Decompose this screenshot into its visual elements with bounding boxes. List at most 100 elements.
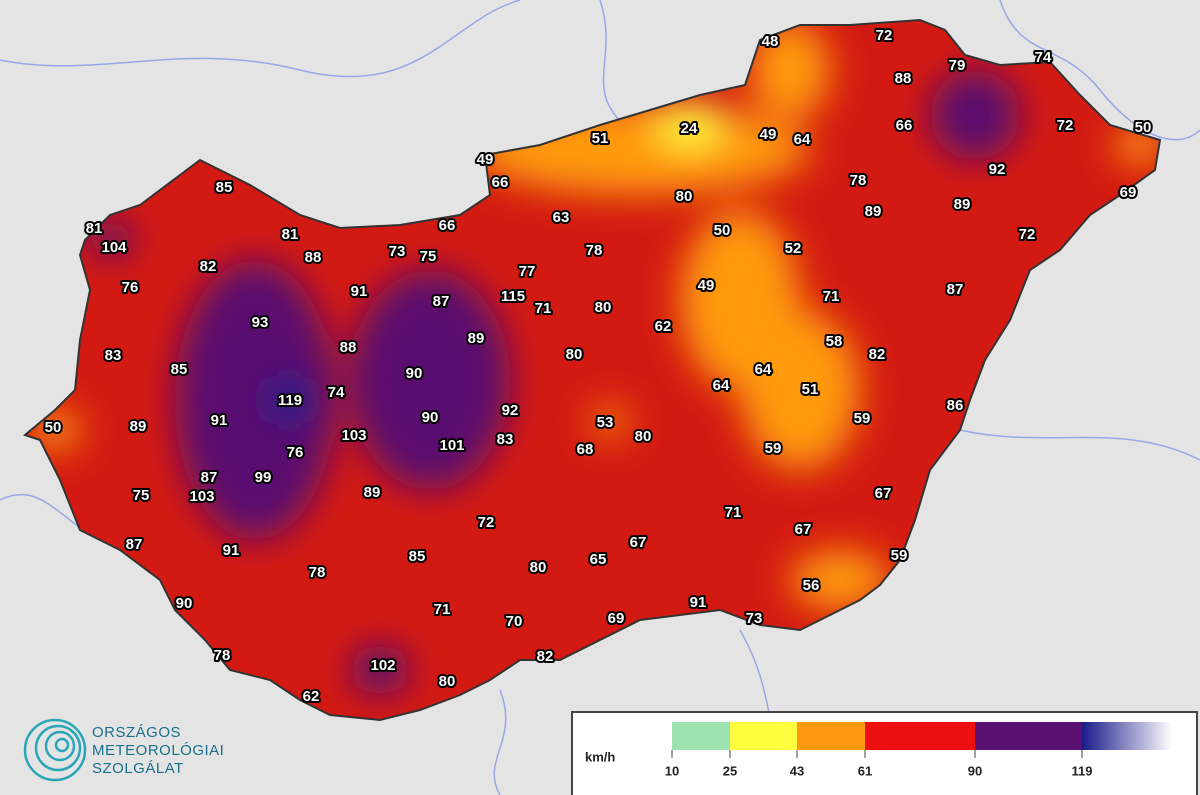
station-value: 59 [765,440,782,457]
station-value: 50 [45,419,62,436]
logo-line: METEOROLÓGIAI [92,742,224,759]
station-value: 78 [214,647,231,664]
station-value: 49 [477,151,494,168]
logo-line: SZOLGÁLAT [92,760,184,777]
station-value: 63 [553,209,570,226]
station-value: 49 [760,126,777,143]
station-value: 80 [635,428,652,445]
station-value: 71 [434,601,451,618]
station-value: 81 [282,226,299,243]
logo: ORSZÁGOS METEOROLÓGIAI SZOLGÁLAT [23,718,224,782]
station-value: 52 [785,240,802,257]
legend-unit: km/h [585,749,615,764]
legend-tick-label: 119 [1072,763,1093,778]
station-value: 67 [795,521,812,538]
station-value: 69 [1120,184,1137,201]
station-value: 104 [101,239,127,256]
station-value: 50 [1135,119,1152,136]
station-value: 79 [949,57,966,74]
station-value: 69 [608,610,625,627]
station-value: 82 [537,648,554,665]
station-value: 90 [176,595,193,612]
station-value: 88 [305,249,322,266]
station-value: 82 [200,258,217,275]
station-value: 119 [278,392,302,409]
station-value: 68 [577,441,594,458]
station-value: 71 [725,504,742,521]
station-value: 75 [133,487,150,504]
station-value: 56 [803,577,820,594]
station-value: 65 [590,551,607,568]
legend-color [865,722,975,750]
station-value: 70 [506,613,523,630]
station-labels: 48 72 74 79 88 51 24 49 64 66 72 50 49 66 80 78 92 89 89 69… [43,25,1154,707]
station-value: 90 [422,409,439,426]
legend-scale: 10 25 43 61 90 119 [665,722,1172,778]
legend-tick-label: 25 [723,763,737,778]
station-value: 71 [823,288,840,305]
station-value: 91 [211,412,228,429]
legend-color [975,722,1082,750]
legend-tick-label: 43 [790,763,804,778]
station-value: 81 [86,220,103,237]
station-value: 89 [364,484,381,501]
legend-color [672,722,730,750]
station-value: 74 [1035,49,1052,66]
station-value: 75 [420,248,437,265]
station-value: 53 [597,414,614,431]
station-value: 72 [1057,117,1074,134]
station-value: 89 [130,418,147,435]
station-value: 71 [535,300,552,317]
station-value: 80 [439,673,456,690]
station-value: 89 [865,203,882,220]
legend-tick-label: 61 [858,763,872,778]
logo-line: ORSZÁGOS [92,724,181,741]
station-value: 93 [252,314,269,331]
station-value: 92 [502,402,519,419]
station-value: 85 [216,179,233,196]
station-value: 90 [406,365,423,382]
station-value: 85 [409,548,426,565]
station-value: 80 [676,188,693,205]
station-value: 78 [586,242,603,259]
station-value: 59 [891,547,908,564]
station-value: 87 [433,293,450,310]
station-value: 64 [713,377,730,394]
station-value: 101 [439,437,464,454]
station-value: 83 [105,347,122,364]
station-value: 102 [370,657,395,674]
station-value: 103 [189,488,214,505]
station-value: 50 [714,222,731,239]
station-value: 51 [802,381,819,398]
station-value: 72 [1019,226,1036,243]
station-value: 92 [989,161,1006,178]
station-value: 86 [947,397,964,414]
station-value: 80 [595,299,612,316]
station-value: 80 [530,559,547,576]
station-value: 73 [746,610,763,627]
station-value: 72 [876,27,893,44]
station-value: 62 [655,318,672,335]
station-value: 76 [287,444,304,461]
station-value: 78 [309,564,326,581]
station-value: 67 [875,485,892,502]
legend-tick-label: 10 [665,763,679,778]
station-value: 51 [592,130,609,147]
station-value: 24 [681,120,698,137]
station-value: 77 [519,263,536,280]
legend-color [730,722,797,750]
legend-tick-label: 90 [968,763,982,778]
station-value: 66 [492,174,509,191]
station-value: 66 [896,117,913,134]
station-value: 64 [794,131,811,148]
station-value: 80 [566,346,583,363]
station-value: 49 [698,277,715,294]
station-value: 59 [854,410,871,427]
station-value: 76 [122,279,139,296]
station-value: 87 [947,281,964,298]
legend-color [797,722,865,750]
station-value: 62 [303,688,320,705]
station-value: 91 [351,283,368,300]
